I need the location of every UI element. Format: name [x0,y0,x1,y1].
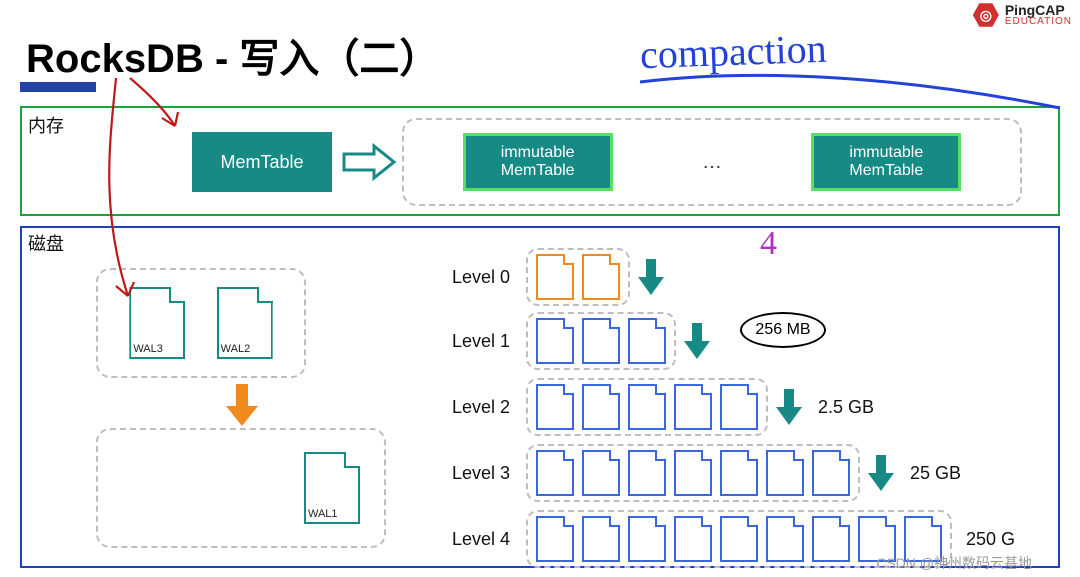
logo-sub: EDUCATION [1005,17,1072,27]
wal-file-label: WAL3 [133,343,163,355]
level-down-arrow-icon [636,257,666,297]
level-row: Level 2 2.5 GB [430,378,874,436]
level-files-group [526,312,676,370]
size-256mb-circled: 256 MB [740,312,826,348]
sst-file-icon [582,318,620,364]
sst-file-icon [582,254,620,300]
level-label: Level 4 [430,529,510,550]
wal-file-icon: WAL2 [217,287,273,359]
sst-file-icon [582,450,620,496]
sst-file-icon [766,516,804,562]
pingcap-logo: ◎ PingCAP EDUCATION [973,2,1072,28]
memtable-box: MemTable [192,132,332,192]
memory-region: 内存 MemTable immutable MemTable … immutab… [20,106,1060,216]
sst-file-icon [536,450,574,496]
level-down-arrow-icon [682,321,712,361]
wal-file-icon: WAL1 [304,452,360,524]
level-label: Level 3 [430,463,510,484]
immutable-group: immutable MemTable … immutable MemTable [402,118,1022,206]
sst-file-icon [674,450,712,496]
memory-label: 内存 [28,112,64,138]
wal-file-label: WAL1 [308,508,338,520]
level-files-group [526,248,630,306]
handwriting-compaction: compaction [639,25,827,78]
level-row: Level 3 25 GB [430,444,961,502]
sst-file-icon [628,516,666,562]
handwriting-four: 4 [760,225,777,263]
level-size-label: 25 GB [910,463,961,484]
sst-file-icon [536,384,574,430]
sst-file-icon [628,384,666,430]
disk-label: 磁盘 [28,230,64,256]
watermark-text: CSDN @神州数码云基地 [876,553,1032,573]
level-label: Level 1 [430,331,510,352]
level-files-group [526,444,860,502]
level-size-label: 250 G [966,529,1015,550]
immutable-memtable-box: immutable MemTable [463,133,613,191]
level-down-arrow-icon [774,387,804,427]
level-down-arrow-icon [866,453,896,493]
sst-file-icon [536,254,574,300]
ellipsis: … [702,151,722,174]
sst-file-icon [720,516,758,562]
sst-file-icon [628,450,666,496]
sst-file-icon [720,384,758,430]
level-row: Level 0 [430,248,666,306]
page-title: RocksDB - 写入（二） [26,26,439,84]
level-row: Level 1 [430,312,712,370]
sst-file-icon [536,516,574,562]
sst-file-icon [766,450,804,496]
level-files-group [526,378,768,436]
level-label: Level 2 [430,397,510,418]
title-underline [20,82,96,92]
sst-file-icon [812,450,850,496]
sst-file-icon [536,318,574,364]
sst-file-icon [628,318,666,364]
level-size-label: 2.5 GB [818,397,874,418]
sst-file-icon [674,516,712,562]
sst-file-icon [720,450,758,496]
wal-group-upper: WAL3 WAL2 [96,268,306,378]
wal-file-icon: WAL3 [129,287,185,359]
wal-down-arrow-icon [222,382,262,428]
sst-file-icon [582,384,620,430]
logo-brand: PingCAP [1005,3,1072,17]
sst-file-icon [582,516,620,562]
sst-file-icon [674,384,712,430]
sst-file-icon [812,516,850,562]
level-label: Level 0 [430,267,510,288]
memtable-arrow-icon [342,142,398,182]
wal-group-lower: WAL1 [96,428,386,548]
immutable-memtable-box: immutable MemTable [811,133,961,191]
wal-file-label: WAL2 [221,343,251,355]
logo-hex-icon: ◎ [973,2,999,28]
